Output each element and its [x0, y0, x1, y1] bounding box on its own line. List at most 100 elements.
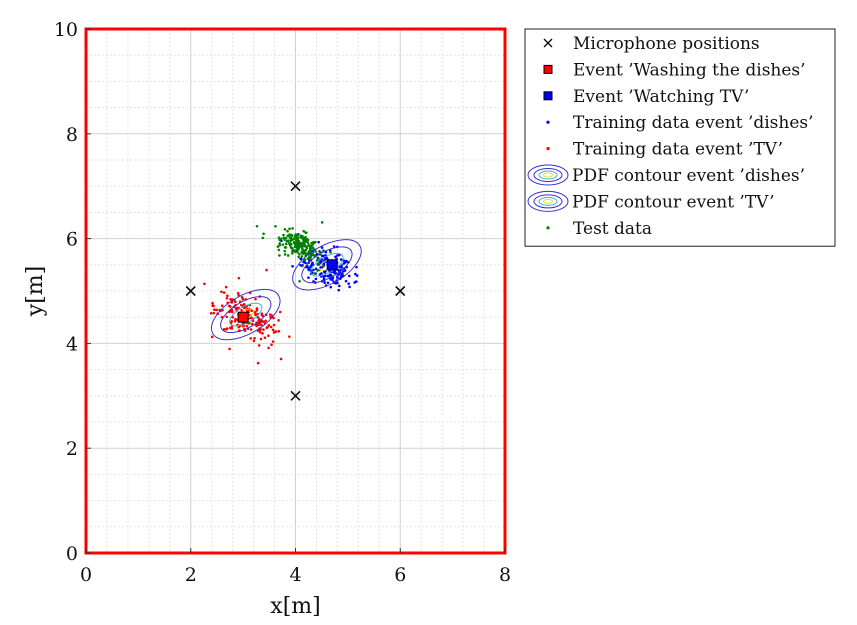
scatter-point: [274, 225, 277, 228]
scatter-point: [318, 262, 321, 265]
legend-entry: Training data event ’TV’: [546, 140, 783, 160]
scatter-point: [327, 282, 330, 285]
scatter-point: [254, 298, 257, 301]
scatter-point: [261, 312, 264, 315]
scatter-point: [342, 270, 345, 273]
scatter-point: [347, 282, 350, 285]
scatter-point: [312, 254, 315, 257]
scatter-point: [274, 331, 277, 334]
scatter-point: [246, 325, 249, 328]
scatter-point: [355, 266, 358, 269]
scatter-point: [226, 297, 229, 300]
scatter-point: [307, 276, 310, 279]
scatter-point: [210, 312, 213, 315]
legend-marker: [546, 226, 549, 229]
scatter-point: [278, 242, 281, 245]
scatter-point: [211, 304, 214, 307]
scatter-point: [283, 250, 286, 253]
scatter-point: [311, 262, 314, 265]
scatter-point: [303, 243, 306, 246]
event-marker: [238, 312, 248, 322]
scatter-point: [288, 335, 291, 338]
scatter-point: [295, 238, 298, 241]
scatter-point: [226, 327, 229, 330]
scatter-point: [327, 275, 330, 278]
event-marker: [327, 260, 337, 270]
scatter-point: [282, 234, 285, 237]
scatter-point: [307, 244, 310, 247]
scatter-point: [345, 280, 348, 283]
scatter-point: [220, 291, 223, 294]
scatter-point: [267, 334, 270, 337]
scatter-point: [230, 327, 233, 330]
scatter-point: [298, 280, 301, 283]
scatter-point: [262, 237, 265, 240]
scatter-point: [355, 280, 358, 283]
scatter-point: [307, 269, 310, 272]
scatter-point: [277, 319, 280, 322]
scatter-point: [270, 343, 273, 346]
legend-marker: [546, 121, 549, 124]
scatter-point: [254, 311, 257, 314]
scatter-point: [337, 289, 340, 292]
scatter-point: [348, 275, 351, 278]
scatter-point: [311, 247, 314, 250]
legend-label: Microphone positions: [573, 34, 760, 54]
scatter-point: [228, 348, 231, 351]
scatter-point: [291, 265, 294, 268]
legend-marker: [544, 92, 552, 100]
scatter-point: [272, 340, 275, 343]
scatter-point: [286, 230, 289, 233]
scatter-point: [257, 323, 260, 326]
scatter-point: [321, 254, 324, 257]
scatter-point: [310, 242, 313, 245]
scatter-point: [307, 257, 310, 260]
legend-label: Event ’Washing the dishes’: [573, 60, 806, 80]
scatter-point: [284, 228, 287, 231]
x-tick-label: 2: [185, 564, 197, 586]
scatter-point: [295, 234, 298, 237]
scatter-point: [256, 307, 259, 310]
x-tick-label: 6: [394, 564, 406, 586]
scatter-point: [294, 242, 297, 245]
scatter-point: [301, 255, 304, 258]
scatter-point: [258, 344, 261, 347]
scatter-point: [279, 311, 282, 314]
scatter-point: [322, 265, 325, 268]
scatter-point: [312, 269, 315, 272]
scatter-point: [292, 238, 295, 241]
scatter-point: [323, 281, 326, 284]
scatter-point: [336, 277, 339, 280]
y-tick-label: 2: [66, 438, 78, 460]
scatter-point: [289, 239, 292, 242]
scatter-point: [260, 338, 263, 341]
scatter-point: [215, 309, 218, 312]
scatter-point: [203, 283, 206, 286]
scatter-point: [259, 331, 262, 334]
scatter-point: [315, 278, 318, 281]
scatter-point: [345, 260, 348, 263]
scatter-point: [292, 250, 295, 253]
scatter-point: [302, 240, 305, 243]
legend-entry: Event ’Watching TV’: [544, 87, 749, 107]
scatter-point: [234, 301, 237, 304]
scatter-point: [226, 294, 229, 297]
scatter-point: [285, 243, 288, 246]
scatter-point: [228, 305, 231, 308]
scatter-point: [264, 320, 267, 323]
scatter-point: [321, 221, 324, 224]
scatter-point: [329, 286, 332, 289]
scatter-point: [250, 309, 253, 312]
legend-entry: Event ’Washing the dishes’: [544, 60, 806, 80]
y-axis-label: y[m]: [23, 266, 48, 317]
scatter-point: [211, 302, 214, 305]
scatter-point: [323, 277, 326, 280]
x-axis-label: x[m]: [270, 594, 320, 619]
scatter-point: [262, 232, 265, 235]
scatter-point: [291, 227, 294, 230]
scatter-point: [308, 250, 311, 253]
scatter-point: [253, 337, 256, 340]
scatter-point: [310, 244, 313, 247]
